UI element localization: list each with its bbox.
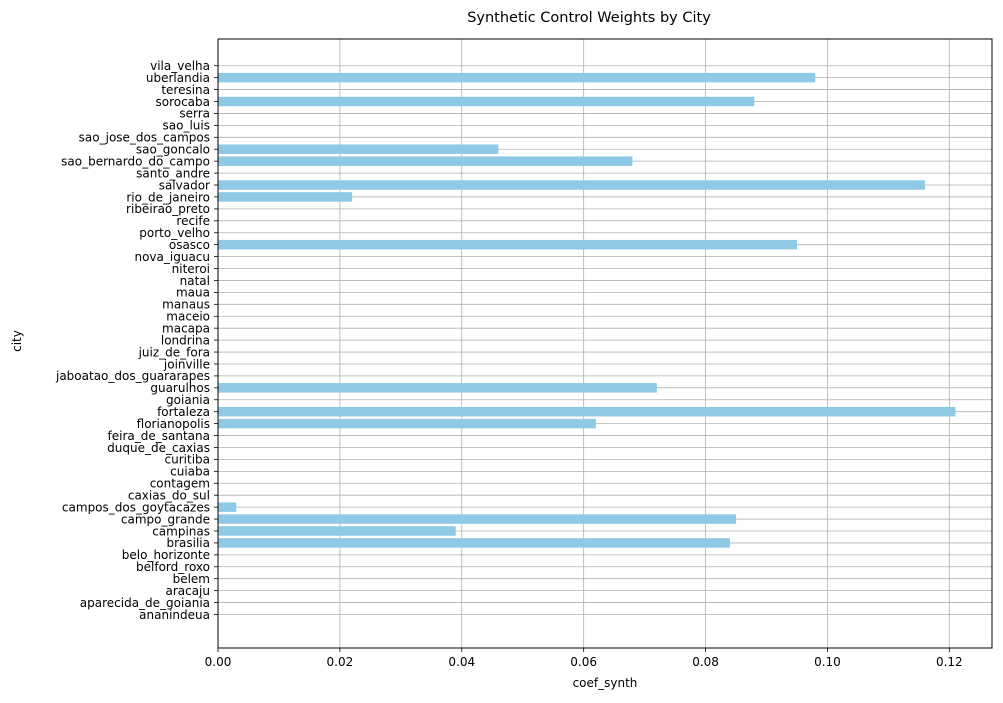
y-tick-label: niteroi (172, 262, 210, 276)
y-tick-label: campo_grande (121, 512, 210, 526)
y-tick-label: uberlandia (146, 71, 210, 85)
y-axis-label: city (10, 330, 24, 352)
y-tick-label: sao_goncalo (136, 143, 210, 157)
bar-rio_de_janeiro (218, 192, 353, 202)
y-tick-labels: ananindeuaaparecida_de_goianiaaracajubel… (55, 59, 218, 622)
chart-title: Synthetic Control Weights by City (467, 10, 711, 26)
y-tick-label: sao_bernardo_do_campo (61, 154, 210, 168)
y-tick-label: cuiaba (170, 465, 210, 479)
y-tick-label: feira_de_santana (108, 429, 210, 443)
bar-florianopolis (218, 418, 596, 429)
y-tick-label: goiania (166, 393, 210, 407)
y-tick-label: santo_andre (136, 166, 210, 180)
y-tick-label: recife (176, 214, 210, 228)
x-tick-label: 0.08 (692, 655, 719, 669)
y-tick-label: duque_de_caxias (107, 441, 210, 455)
y-tick-label: fortaleza (157, 405, 210, 419)
y-tick-label: jaboatao_dos_guararapes (55, 369, 210, 383)
bar-campinas (218, 526, 456, 536)
x-tick-label: 0.06 (570, 655, 597, 669)
bar-campos_dos_goytacazes (218, 502, 237, 512)
bar-fortaleza (218, 406, 956, 417)
bar-campo_grande (218, 514, 737, 524)
bar-osasco (218, 239, 797, 250)
y-tick-label: contagem (150, 477, 210, 491)
x-tick-label: 0.00 (205, 655, 232, 669)
y-tick-label: salvador (159, 178, 210, 192)
y-tick-label: belem (173, 572, 210, 586)
y-tick-label: aparecida_de_goiania (80, 596, 210, 610)
grid-lines (217, 39, 992, 648)
y-tick-label: macapa (162, 321, 210, 335)
y-tick-label: belo_horizonte (122, 548, 210, 562)
plot-frame (217, 38, 993, 649)
y-tick-label: aracaju (165, 584, 210, 598)
y-tick-label: maua (176, 286, 210, 300)
y-tick-label: ribeirao_preto (126, 202, 210, 216)
y-tick-label: caxias_do_sul (128, 489, 210, 503)
x-tick-label: 0.02 (327, 655, 354, 669)
y-tick-label: campinas (152, 524, 210, 538)
y-tick-label: belford_roxo (136, 560, 210, 574)
y-tick-label: nova_iguacu (134, 250, 210, 264)
y-tick-label: londrina (161, 333, 210, 347)
x-tick-labels: 0.00 0.02 0.04 0.06 0.08 0.10 0.12 (205, 648, 963, 669)
bar-guarulhos (218, 383, 657, 393)
y-tick-label: sao_jose_dos_campos (79, 131, 210, 145)
y-tick-label: joinville (163, 357, 210, 371)
x-tick-label: 0.10 (814, 655, 841, 669)
x-tick-label: 0.04 (448, 655, 475, 669)
y-tick-label: teresina (161, 83, 210, 97)
y-tick-label: vila_velha (150, 59, 210, 73)
bar-uberlandia (218, 72, 816, 83)
y-tick-label: natal (180, 274, 210, 288)
y-tick-label: guarulhos (150, 381, 210, 395)
y-tick-label: florianopolis (137, 417, 210, 431)
y-tick-label: serra (179, 107, 210, 121)
bars (218, 72, 956, 548)
y-tick-label: osasco (169, 238, 210, 252)
y-tick-label: ananindeua (139, 608, 210, 622)
y-tick-label: sorocaba (155, 95, 210, 109)
y-tick-label: brasilia (166, 536, 210, 550)
y-tick-label: rio_de_janeiro (126, 190, 210, 204)
bar-sorocaba (218, 96, 755, 107)
bar-salvador (218, 180, 925, 190)
y-tick-label: manaus (162, 298, 210, 312)
x-tick-label: 0.12 (936, 655, 963, 669)
y-tick-label: porto_velho (139, 226, 210, 240)
bar-brasilia (218, 538, 730, 548)
y-tick-label: campos_dos_goytacazes (62, 500, 210, 514)
y-tick-label: juiz_de_fora (138, 345, 210, 359)
bar-sao_goncalo (218, 144, 499, 154)
x-axis-label: coef_synth (573, 676, 638, 690)
y-tick-label: maceio (166, 310, 210, 324)
y-tick-label: sao_luis (163, 119, 210, 133)
bar-sao_bernardo_do_campo (218, 156, 633, 166)
y-tick-label: curitiba (165, 453, 210, 467)
